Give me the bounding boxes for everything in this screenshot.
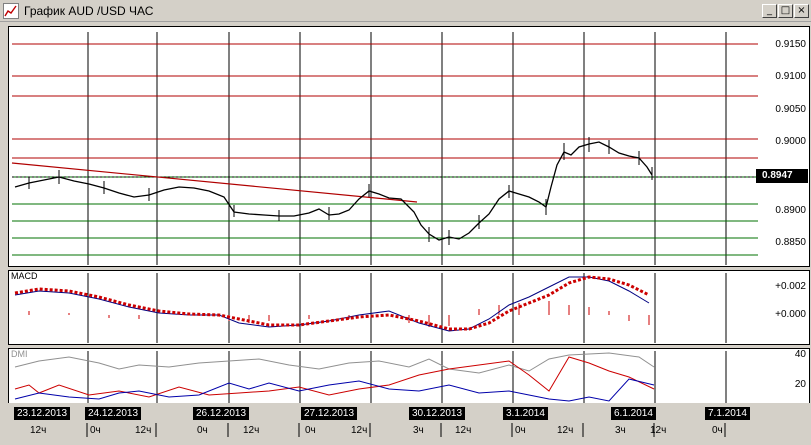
date-label: 30.12.2013 (409, 407, 466, 420)
hour-label: 12ч (351, 425, 368, 436)
macd-axis-label: +0.000 (775, 309, 806, 320)
macd-chart (14, 273, 727, 343)
chart-app-icon (3, 3, 19, 19)
hour-label: 0ч (712, 425, 723, 436)
price-axis-label: 0.9150 (775, 39, 806, 50)
maximize-icon[interactable]: □ (778, 4, 793, 18)
date-label: 27.12.2013 (301, 407, 358, 420)
hour-label: 12ч (243, 425, 260, 436)
dmi-axis-label: 20 (794, 379, 806, 390)
price-axis-label: 0.8850 (775, 237, 806, 248)
price-axis-label: 0.8900 (775, 205, 806, 216)
hour-label: 3ч (615, 425, 626, 436)
date-label: 23.12.2013 (14, 407, 71, 420)
close-icon[interactable]: × (794, 4, 809, 18)
price-axis-label: 0.9100 (775, 71, 806, 82)
dmi-chart (14, 351, 727, 404)
date-label: 7.1.2014 (705, 407, 750, 420)
macd-label: MACD (11, 271, 38, 281)
price-axis-label: 0.9000 (775, 136, 806, 147)
hour-label: 12ч (135, 425, 152, 436)
date-label: 26.12.2013 (193, 407, 250, 420)
hour-label: 0ч (90, 425, 101, 436)
hour-label: 12ч (455, 425, 472, 436)
hour-label: 12ч (30, 425, 47, 436)
current-price-badge: 0.8947 (756, 169, 808, 183)
macd-panel[interactable]: MACD (8, 270, 810, 345)
hour-label: 0ч (197, 425, 208, 436)
hour-label: 12ч (557, 425, 574, 436)
window-titlebar[interactable]: График AUD /USD ЧАС _ □ × (0, 0, 811, 22)
price-axis-label: 0.9050 (775, 104, 806, 115)
dmi-label: DMI (11, 349, 28, 359)
date-label: 6.1.2014 (611, 407, 656, 420)
hour-label: 3ч (413, 425, 424, 436)
hour-label: 0ч (305, 425, 316, 436)
macd-axis-label: +0.002 (775, 281, 806, 292)
dmi-panel[interactable]: DMI 40 20 (8, 348, 810, 405)
window-title: График AUD /USD ЧАС (24, 4, 154, 18)
price-chart (11, 32, 758, 265)
hour-label: 0ч (515, 425, 526, 436)
minimize-icon[interactable]: _ (762, 4, 777, 18)
price-chart-panel[interactable]: 0.9150 0.9100 0.9050 0.9000 0.8900 0.885… (8, 26, 810, 267)
date-label: 3.1.2014 (503, 407, 548, 420)
hour-label: 12ч (650, 425, 667, 436)
date-label: 24.12.2013 (85, 407, 142, 420)
dmi-axis-label: 40 (794, 349, 806, 360)
